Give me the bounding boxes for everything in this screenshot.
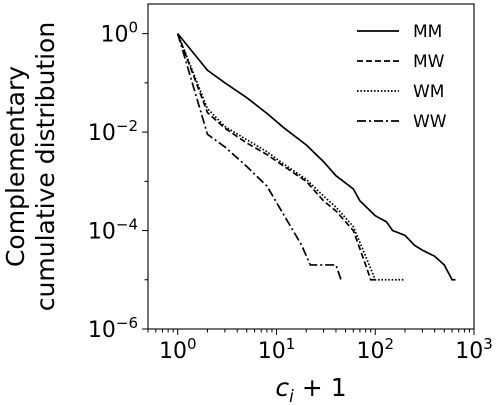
series-line-wm — [176, 33, 405, 281]
x-tick-label: 102 — [356, 335, 394, 364]
y-axis-label: Complementary cumulative distribution — [1, 22, 60, 311]
plot-frame — [147, 3, 475, 330]
plot-lines — [176, 33, 456, 281]
y-tick-label: 10−2 — [88, 117, 138, 146]
legend-label-mw: MW — [413, 52, 445, 72]
axes: 100 101 102 103 100 10−2 10−4 10−6 ci + 1 Complem… — [1, 3, 493, 405]
x-tick-label: 103 — [455, 335, 493, 364]
x-tick-label: 100 — [159, 335, 197, 364]
legend-label-ww: WW — [413, 112, 447, 132]
y-axis-label-line: cumulative distribution — [31, 22, 60, 311]
x-tick-label: 101 — [258, 335, 296, 364]
legend-label-wm: WM — [413, 82, 444, 102]
y-tick-label: 100 — [100, 19, 138, 48]
legend-label-mm: MM — [413, 22, 442, 42]
series-line-ww — [176, 33, 342, 281]
series-line-mm — [177, 33, 456, 281]
x-axis-label: ci + 1 — [275, 373, 346, 405]
y-axis-label-line: Complementary — [1, 66, 30, 267]
series-line-mw — [176, 33, 376, 281]
y-tick-label: 10−6 — [88, 314, 138, 343]
legend: MM MW WM WW — [357, 22, 447, 132]
y-tick-label: 10−4 — [88, 216, 138, 245]
